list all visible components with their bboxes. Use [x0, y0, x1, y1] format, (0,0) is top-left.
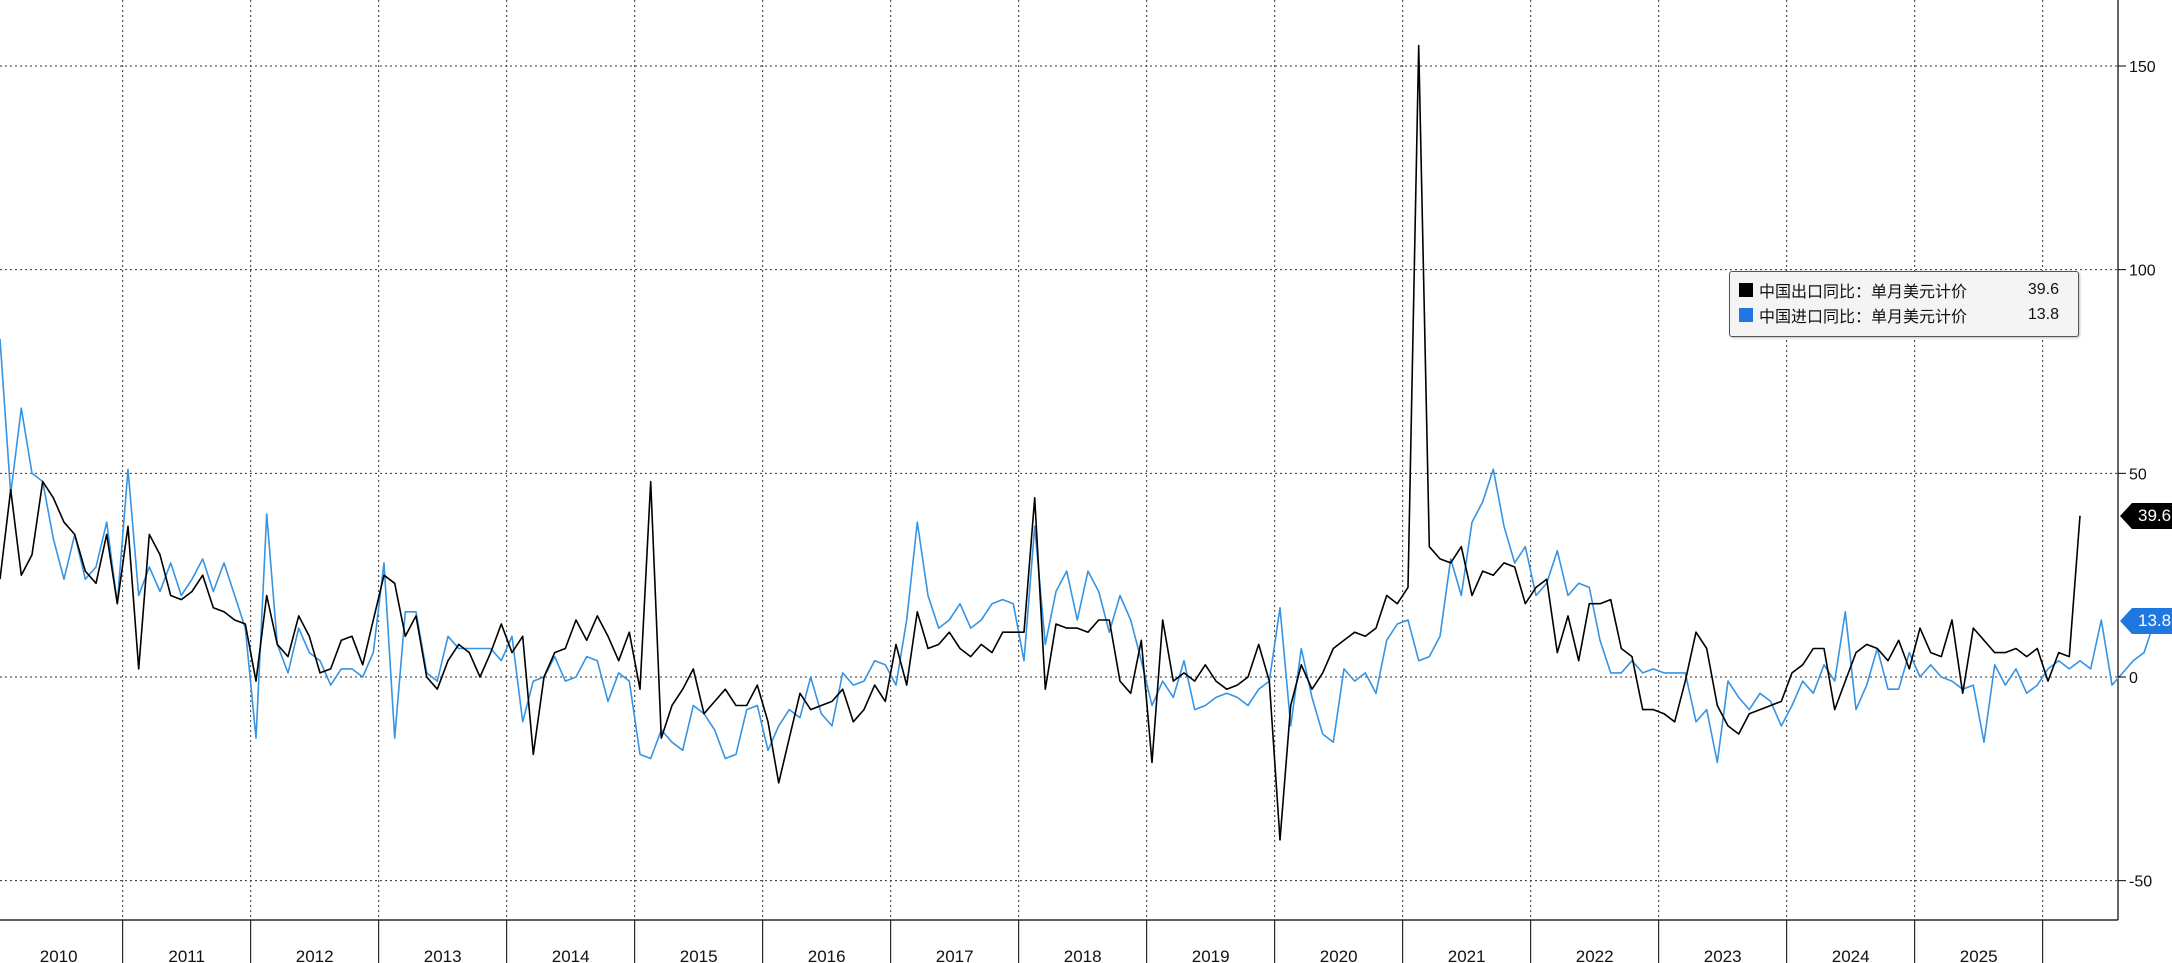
legend-label-import: 中国进口同比：单月美元计价	[1759, 307, 1968, 326]
x-year-label: 2023	[1704, 947, 1742, 963]
series-lines	[0, 44, 2156, 841]
x-year-label: 2020	[1320, 947, 1358, 963]
y-tick-label: 0	[2129, 670, 2138, 687]
x-year-label: 2016	[808, 947, 846, 963]
x-year-label: 2012	[296, 947, 334, 963]
x-year-label: 2019	[1192, 947, 1230, 963]
x-year-label: 2021	[1448, 947, 1486, 963]
y-tick-label: 150	[2129, 59, 2156, 76]
x-year-label: 2022	[1576, 947, 1614, 963]
legend-item-export: 中国出口同比：单月美元计价 39.6	[1739, 279, 2069, 301]
legend-item-import: 中国进口同比：单月美元计价 13.8	[1739, 304, 2069, 326]
y-tick-label: -50	[2129, 874, 2152, 891]
last-value-label-import: 13.8	[2119, 607, 2172, 634]
x-year-label: 2013	[424, 947, 462, 963]
axes	[0, 0, 2119, 963]
x-year-label: 2011	[168, 947, 205, 963]
series-line-import	[0, 338, 2156, 764]
legend: 中国出口同比：单月美元计价 39.6 中国进口同比：单月美元计价 13.8	[1729, 271, 2079, 337]
y-axis-ticks: 150 100 50 0 -50	[2118, 59, 2156, 891]
x-year-label: 2024	[1832, 947, 1870, 963]
series-line-export	[0, 44, 2081, 841]
legend-value-export: 39.6	[2027, 281, 2059, 298]
x-year-label: 2015	[680, 947, 718, 963]
legend-swatch-import	[1739, 308, 1753, 322]
y-tick-label: 100	[2129, 263, 2156, 280]
x-year-label: 2025	[1960, 947, 1998, 963]
x-year-label: 2014	[552, 947, 590, 963]
legend-value-import: 13.8	[2027, 306, 2059, 323]
legend-label-export: 中国出口同比：单月美元计价	[1759, 282, 1968, 301]
grid-lines	[0, 0, 2118, 920]
legend-swatch-export	[1739, 283, 1753, 297]
x-year-label: 2018	[1064, 947, 1102, 963]
last-value-label-export: 39.6	[2119, 502, 2172, 529]
x-year-label: 2017	[936, 947, 974, 963]
y-tick-label: 50	[2129, 466, 2147, 483]
x-year-label: 2010	[40, 947, 78, 963]
x-axis-year-labels: 2010 2011 2012 2013 2014 2015 2016 2017 2018 2019…	[40, 947, 1998, 963]
